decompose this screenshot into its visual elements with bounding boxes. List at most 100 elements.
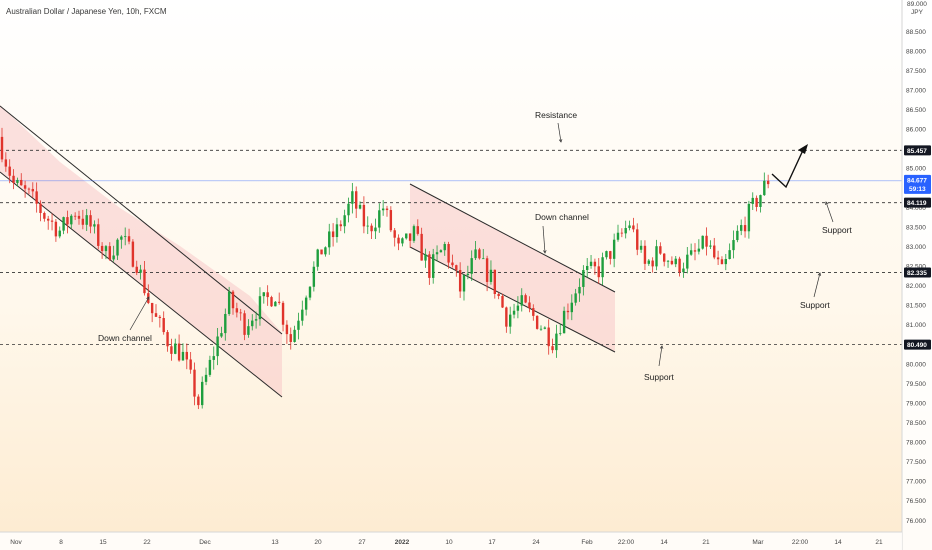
candle-body [447,244,450,263]
candle-body [597,266,600,278]
candle-body [497,294,500,297]
candle-body [462,275,466,292]
candle-body [759,195,762,207]
candle-body [547,327,550,347]
candle-body [27,188,31,190]
candle-body [339,224,342,227]
candle-body [39,203,42,214]
candle-body [100,245,104,252]
candle-body [301,309,304,321]
annotation-support-1: Support [822,225,852,235]
candle-body [166,332,169,347]
arrow-support-1-head [825,201,829,206]
candle-body [624,228,627,234]
candle-body [185,351,188,360]
candle-body [355,191,358,209]
candle-body [362,204,366,227]
arrow-channel-2 [542,225,546,254]
candle-body [81,218,85,225]
candle-body [616,232,620,240]
chart-title: Australian Dollar / Japanese Yen, 10h, F… [6,7,167,16]
price-tag-support-line-middle: 82.335 [907,270,927,277]
candle-body [701,235,704,249]
candle-body [732,240,735,251]
projection-arrowhead [798,144,808,154]
candle-body [251,320,254,327]
y-tick-label: 82.500 [906,264,926,271]
candle-body [85,215,88,225]
y-tick-label: 81.000 [906,322,926,329]
candle-body [455,265,458,270]
levels-layer [0,149,902,346]
y-tick-label: 86.500 [906,107,926,114]
y-tick-label: 78.500 [906,420,926,427]
candle-body [0,136,4,160]
candle-body [393,230,396,238]
candle-body [289,334,292,342]
candle-body [620,232,624,234]
candle-body [678,258,681,273]
candle-body [566,310,570,313]
candle-body [636,229,639,250]
top-price-label: 89.000 [907,1,927,8]
candle-body [516,305,520,311]
y-tick-label: 78.000 [906,440,926,447]
candle-body [343,215,346,227]
candle-body [374,227,377,232]
candle-body [381,208,385,211]
candle-body [304,297,308,310]
arrow-channel-1-head [146,296,150,301]
x-tick-label: Nov [10,539,22,546]
candle-body [543,327,547,329]
channel-1-lower [0,171,283,398]
candle-body [428,254,431,278]
candle-body [740,225,743,231]
countdown-tag: 59:13 [909,186,926,193]
candle-body [331,231,335,238]
time-axis[interactable]: Nov 8 15 22 Dec 13 20 27 2022 10 17 24 Feb 22:00 14 21 M… [0,531,902,550]
y-tick-label: 87.500 [906,68,926,75]
candle-body [578,286,581,294]
candle-body [609,251,612,259]
candle-body [747,203,751,232]
candle-body [197,396,200,406]
channel-2-lower [409,246,616,353]
channel-2-fill [410,184,615,352]
candle-body [451,262,454,266]
x-tick-label: 21 [875,539,883,546]
y-tick-label: 79.000 [906,400,926,407]
candle-body [728,250,731,259]
x-tick-label: 24 [532,539,540,546]
channel-layer [0,105,616,398]
candle-body [23,185,27,189]
candle-body [66,217,69,225]
candle-body [689,250,693,255]
candle-body [124,236,127,238]
candle-body [293,329,296,342]
candle-body [239,312,242,314]
candle-body [320,249,323,255]
y-tick-label: 84.000 [906,205,926,212]
y-tick-label: 85.000 [906,166,926,173]
candle-body [77,215,81,219]
candle-body [716,257,720,260]
candle-body [258,296,262,320]
candle-body [308,286,312,298]
candle-body [54,221,58,237]
candle-body [736,230,739,241]
candle-body [127,236,131,242]
candle-body [555,333,558,351]
candle-body [231,291,235,309]
candle-body [693,250,697,252]
candle-body [316,249,319,267]
candle-body [405,233,408,239]
annotation-support-3: Support [644,372,674,382]
candle-body [535,315,539,329]
y-tick-label: 76.000 [906,518,926,525]
price-axis[interactable]: 89.000 JPY 76.000 76.500 77.000 77.500 78.00… [901,0,932,550]
candle-body [458,269,462,292]
candle-body [559,333,562,335]
candle-body [643,245,647,264]
candle-body [358,204,362,209]
